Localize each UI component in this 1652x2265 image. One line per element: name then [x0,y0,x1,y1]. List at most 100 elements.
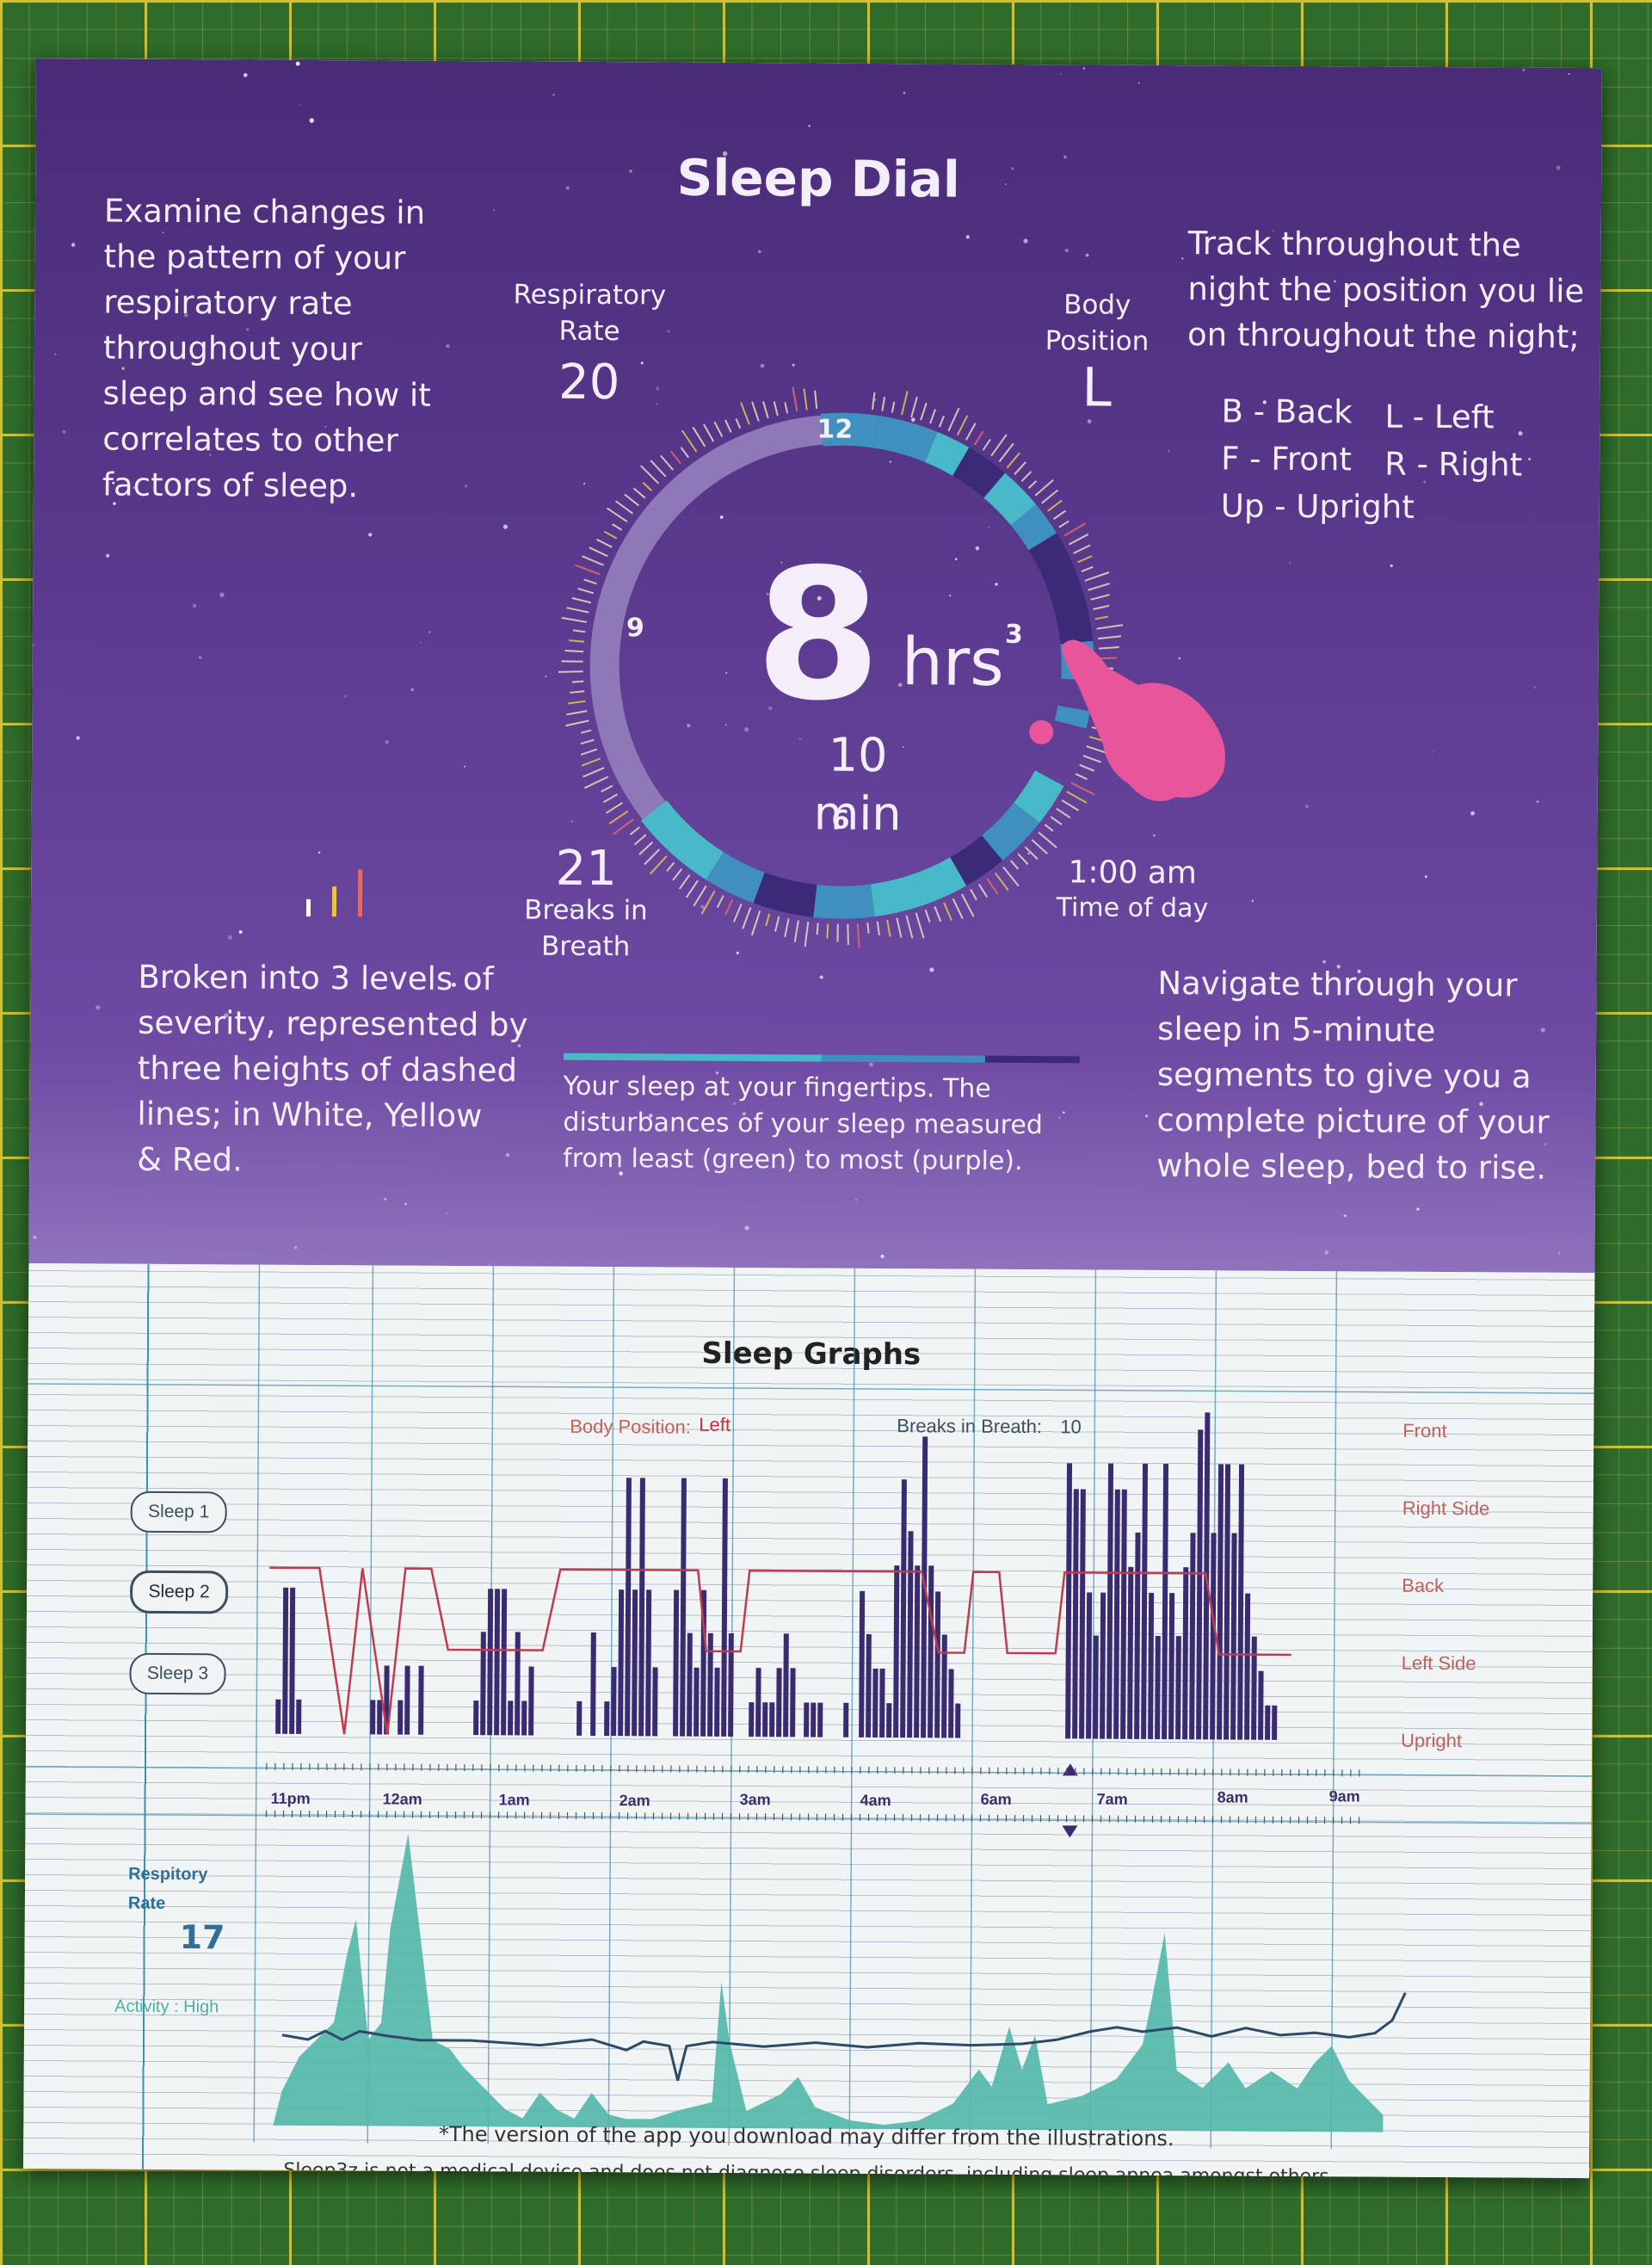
dial-tick [1044,824,1054,832]
star [1063,1111,1065,1114]
star [1557,1251,1561,1255]
disturbance-bar [755,1668,761,1737]
star [758,250,761,254]
body-position-line [269,1566,1291,1735]
disturbance-bar [625,1478,632,1737]
star [552,94,555,96]
disturbance-bar [1196,1429,1204,1740]
dial-tick [784,918,790,937]
disturbance-bar [398,1700,404,1735]
disturbance-bar [749,1702,755,1737]
dial-tick [1066,790,1088,804]
star [192,603,197,608]
star [31,644,34,647]
dial-tick [982,439,991,451]
disturbance-bar [611,1667,617,1737]
star [113,502,116,505]
star [1262,400,1267,404]
dial-tick [952,898,964,920]
dial-tick [700,890,716,915]
dial-tick [577,587,595,595]
dial-tick [565,719,589,727]
disturbance-bar [289,1587,296,1734]
dial-tick [765,913,771,927]
grid-line [28,1383,1594,1394]
sleep-dial-ring[interactable] [512,336,1170,995]
dial-tick [986,878,999,895]
star [743,727,749,732]
dial-tick [974,430,984,446]
star [183,312,188,318]
dial-tick [685,879,699,898]
dial-tick [886,919,891,937]
disturbance-bar [1182,1567,1189,1740]
star [54,353,57,355]
disturbance-bar [941,1634,947,1738]
disturbance-bar [1258,1670,1264,1740]
disturbance-bar [900,1479,907,1738]
star [667,330,670,333]
star [1305,805,1309,808]
star [868,1062,873,1067]
star [463,765,466,768]
star [133,486,135,489]
star [493,209,496,212]
dial-tick [583,767,605,778]
pointing-hand-icon [1062,639,1226,801]
disturbance-bar [907,1531,914,1738]
dial-tick [566,607,589,614]
star [1416,1207,1420,1211]
dial-segment [950,835,1003,886]
dial-tick [1024,846,1039,861]
activity-area [273,1833,1384,2132]
disturbance-bar [473,1700,479,1736]
star [760,363,765,368]
disturbance-bar [370,1700,376,1735]
disturbance-bar [1210,1533,1217,1740]
star [855,1199,858,1201]
dial-tick [724,419,732,433]
disturbance-bar [783,1633,789,1737]
star [294,1017,299,1021]
dial-tick [1088,583,1110,591]
star [1087,419,1092,424]
dial-segment [1028,533,1087,611]
dial-tick [1034,478,1054,497]
dial-tick [751,401,760,422]
star [1011,167,1014,170]
dial-segment [872,415,938,463]
disturbance-bar [1148,1592,1155,1739]
star [732,1102,737,1106]
star [1527,457,1532,461]
star [385,740,389,744]
star [295,61,300,66]
disturbance-bar [728,1632,734,1737]
star [344,694,348,698]
grid-line [1330,1271,1338,2150]
dial-tick [977,883,989,898]
star [949,595,952,597]
disturbance-bar [652,1667,658,1737]
disturbance-bar [714,1667,720,1737]
star [975,546,980,551]
disturbance-bar [501,1589,508,1736]
star [106,553,110,558]
disturbance-bar [515,1632,521,1736]
star [725,671,728,674]
star [819,975,823,979]
dial-tick [792,386,798,412]
star [889,460,891,463]
sleep-dial-panel: Sleep Dial Examine changes in the patter… [28,59,1602,1274]
dial-tick [750,910,761,936]
disturbance-bar [645,1589,652,1737]
disturbance-bar [480,1632,486,1736]
dial-tick [960,893,975,917]
disturbance-bar [707,1632,713,1737]
star [299,104,301,107]
star [656,386,660,391]
disturbance-bar [687,1632,693,1737]
star [910,417,915,423]
dial-tick [1058,520,1069,528]
disturbance-bar [1093,1635,1099,1739]
star [687,723,691,728]
